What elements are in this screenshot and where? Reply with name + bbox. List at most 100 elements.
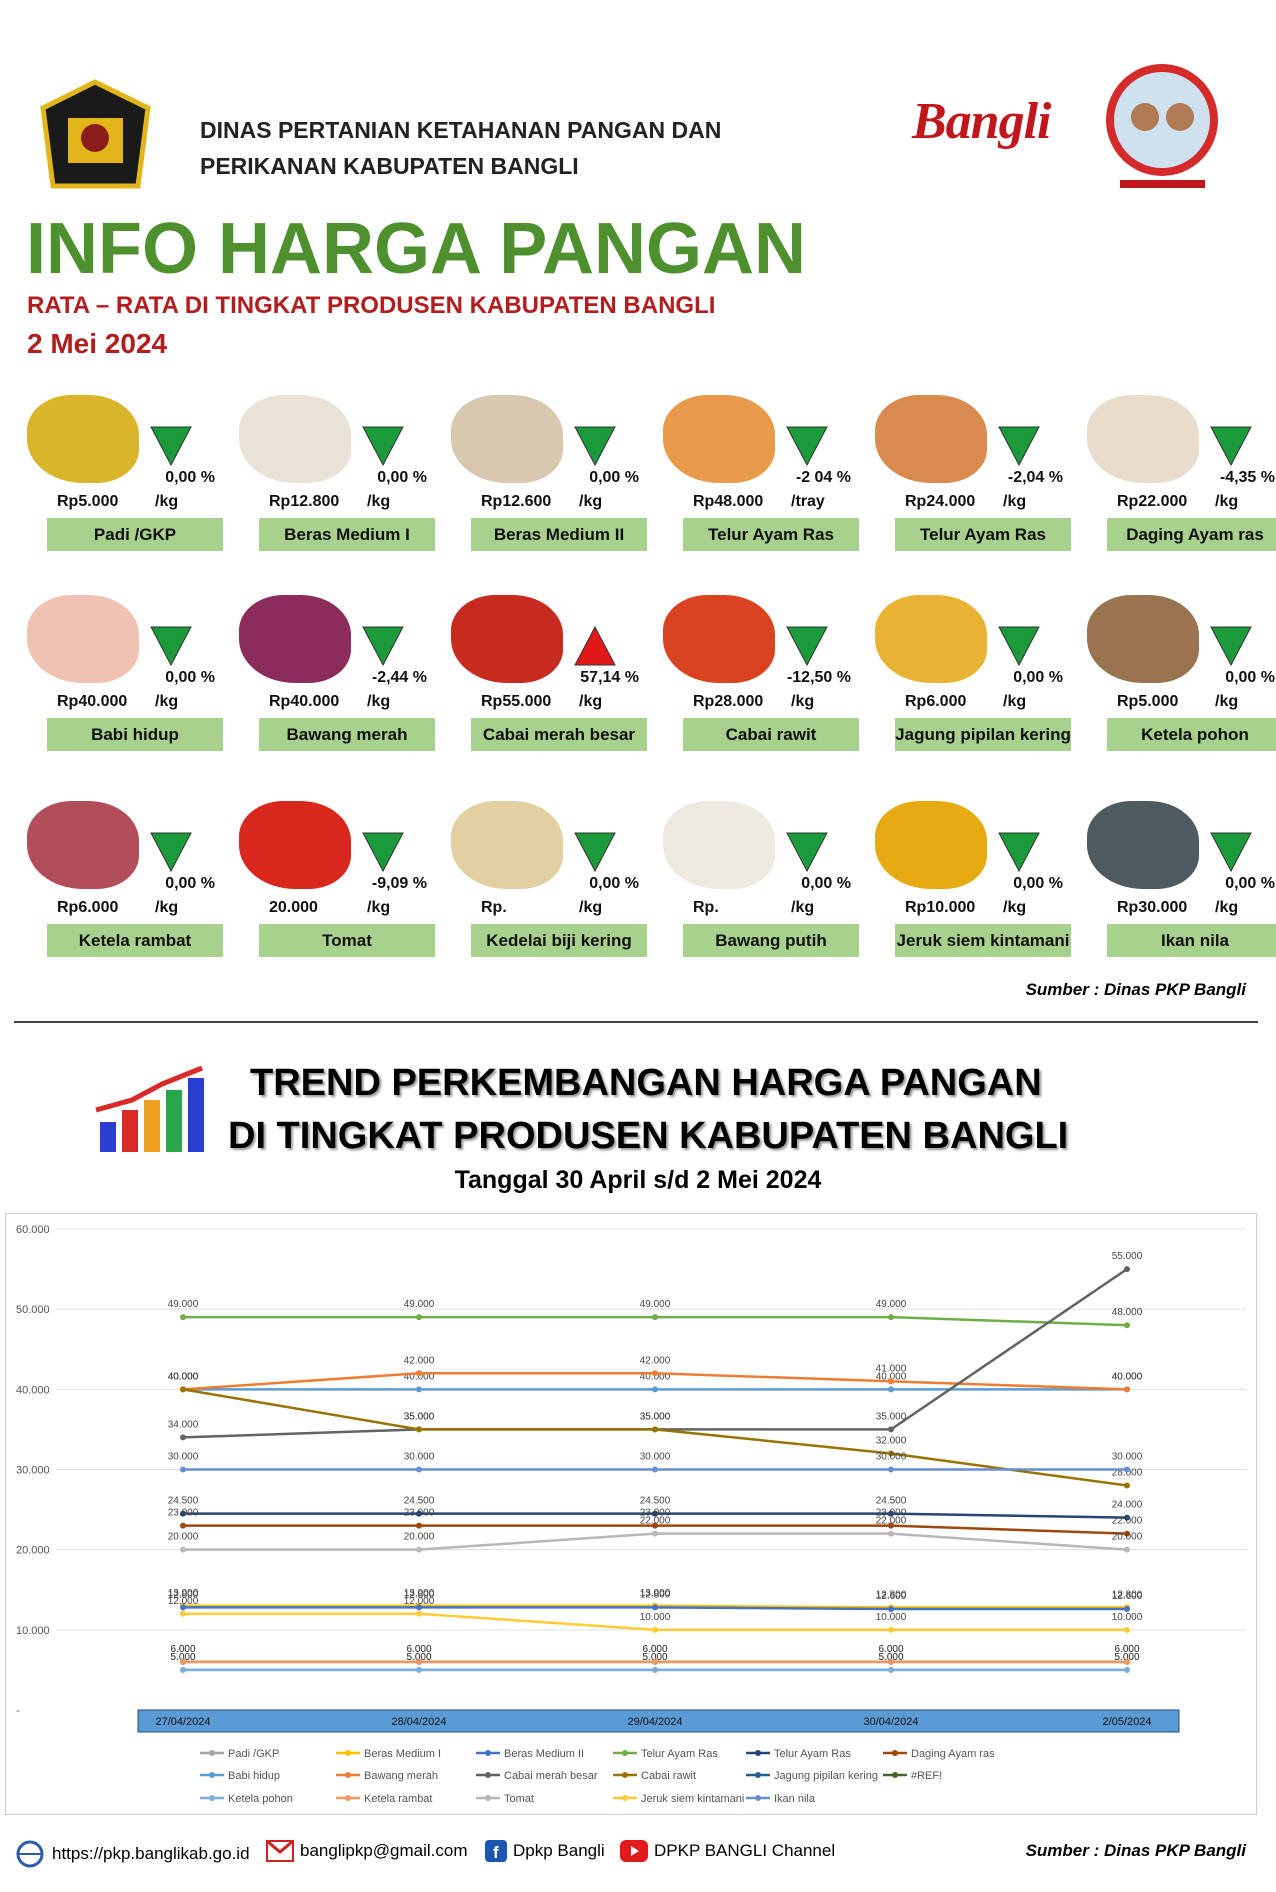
product-image: [1087, 395, 1199, 483]
value-label: 12.800: [168, 1589, 199, 1600]
triangle: [362, 626, 404, 667]
trend-arrow: [1210, 626, 1252, 667]
y-tick-label: 50.000: [16, 1304, 50, 1316]
point: [652, 1370, 658, 1377]
value-label: 12.600: [876, 1591, 907, 1602]
x-tick-label: 29/04/2024: [627, 1716, 682, 1728]
product-name: Tomat: [259, 924, 435, 957]
point: [888, 1314, 894, 1321]
logo: [40, 79, 151, 189]
point: [1124, 1626, 1130, 1633]
change: -2 04 %: [795, 469, 851, 486]
product-image: [663, 801, 775, 889]
price: Rp48.000: [693, 493, 764, 510]
value-label: 24.500: [640, 1496, 671, 1507]
portrait: [1106, 64, 1218, 188]
trend-arrow: [150, 426, 192, 467]
point: [416, 1666, 422, 1673]
point: [416, 1546, 422, 1553]
org-line: DINAS PERTANIAN KETAHANAN PANGAN DAN: [200, 117, 722, 143]
triangle: [786, 832, 828, 873]
brand: Bangli: [912, 93, 1051, 150]
triangle: [150, 832, 192, 873]
mail[interactable]: banglipkp@gmail.com: [300, 1841, 468, 1860]
price: Rp5.000: [1117, 693, 1179, 710]
point: [416, 1510, 422, 1517]
price: Rp6.000: [905, 693, 967, 710]
value-label: 6.000: [406, 1644, 431, 1655]
product-name: Cabai rawit: [683, 718, 859, 751]
product-card: -2,04 % Rp24.000/kg Telur Ayam Ras: [875, 395, 1087, 555]
value-label: 5.000: [406, 1652, 431, 1663]
value-label: 5.000: [170, 1652, 195, 1663]
legend-dot: [755, 1772, 761, 1778]
product-name: Ketela pohon: [1107, 718, 1276, 751]
triangle: [1210, 426, 1252, 467]
product-card: 0,00 % Rp40.000/kg Babi hidup: [27, 595, 239, 755]
value-label: 35.000: [640, 1411, 671, 1422]
product-card: 0,00 % Rp5.000/kg Padi /GKP: [27, 395, 239, 555]
youtube[interactable]: DPKP BANGLI Channel: [654, 1841, 836, 1860]
value-label: 23.000: [168, 1508, 199, 1519]
product-image: [1087, 595, 1199, 683]
value-label: 24.500: [404, 1496, 435, 1507]
product-name: Ketela rambat: [47, 924, 223, 957]
product-name: Daging Ayam ras: [1107, 518, 1276, 551]
value-label: 22.000: [876, 1516, 907, 1527]
trend-arrow: [998, 626, 1040, 667]
chart: - 10.000 20.000 30.000 40.000 50.000 60.000 27/…: [5, 1213, 1257, 1815]
source: Sumber : Dinas PKP Bangli: [1025, 980, 1246, 999]
point: [652, 1666, 658, 1673]
trend-arrow: [150, 832, 192, 873]
triangle: [998, 426, 1040, 467]
product-image: [239, 595, 351, 683]
footer-facebook: f Dpkp Bangli: [485, 1840, 605, 1862]
trend-arrow: [362, 426, 404, 467]
value-label: 24.500: [876, 1496, 907, 1507]
value-label: 12.800: [404, 1589, 435, 1600]
value-label: 24.500: [168, 1496, 199, 1507]
value-label: 6.000: [642, 1644, 667, 1655]
point: [888, 1666, 894, 1673]
product-image: [875, 395, 987, 483]
price: Rp40.000: [57, 693, 128, 710]
unit: /kg: [791, 693, 815, 710]
value-label: 40.000: [876, 1371, 907, 1382]
point: [416, 1386, 422, 1393]
legend-label: Tomat: [504, 1793, 534, 1805]
legend-label: Jeruk siem kintamani: [641, 1793, 744, 1805]
change: 0,00 %: [589, 469, 639, 486]
facebook[interactable]: Dpkp Bangli: [513, 1841, 605, 1860]
unit: /kg: [1215, 693, 1239, 710]
unit: /kg: [579, 693, 603, 710]
price: Rp5.000: [57, 493, 119, 510]
point: [180, 1386, 186, 1393]
trend-icon: [95, 1065, 204, 1152]
triangle: [574, 426, 616, 467]
point: [180, 1314, 186, 1321]
point: [652, 1386, 658, 1393]
point: [416, 1370, 422, 1377]
value-label: 30.000: [1112, 1452, 1143, 1463]
change: 0,00 %: [589, 875, 639, 892]
product-name: Ikan nila: [1107, 924, 1276, 957]
unit: /tray: [791, 493, 825, 510]
point: [416, 1314, 422, 1321]
web[interactable]: https://pkp.banglikab.go.id: [52, 1844, 250, 1863]
triangle: [786, 626, 828, 667]
change: -9,09 %: [371, 875, 427, 892]
value-label: 49.000: [404, 1299, 435, 1310]
legend-label: Babi hidup: [228, 1770, 280, 1782]
price: Rp30.000: [1117, 899, 1188, 916]
point: [888, 1510, 894, 1517]
triangle: [998, 626, 1040, 667]
price: 20.000: [269, 899, 318, 916]
price: Rp24.000: [905, 493, 976, 510]
value-label: 55.000: [1112, 1251, 1143, 1262]
legend-dot: [345, 1750, 351, 1756]
product-image: [663, 595, 775, 683]
point: [1124, 1266, 1130, 1273]
legend-dot: [345, 1795, 351, 1801]
legend-dot: [345, 1772, 351, 1778]
